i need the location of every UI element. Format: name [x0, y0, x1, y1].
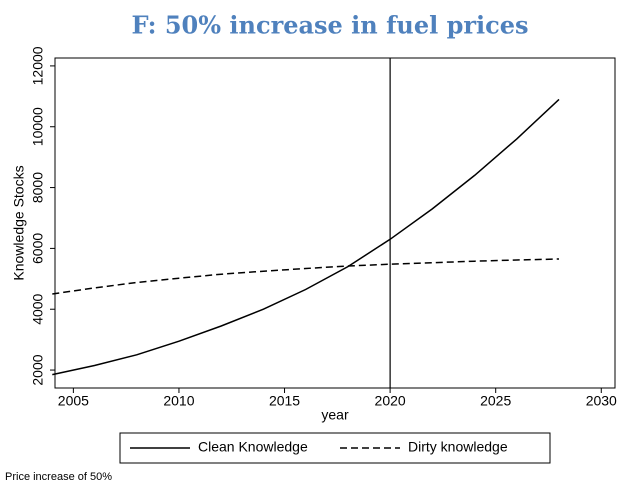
- x-tick-label: 2010: [163, 393, 194, 409]
- legend-label: Clean Knowledge: [198, 439, 308, 455]
- y-tick-label: 12000: [30, 46, 46, 85]
- y-tick-label: 8000: [30, 172, 46, 203]
- series-line: [52, 258, 560, 295]
- series-line: [52, 98, 560, 376]
- legend-box: [119, 432, 551, 464]
- chart-title: F: 50% increase in fuel prices: [131, 11, 528, 40]
- x-tick-label: 2015: [269, 393, 300, 409]
- x-axis-label: year: [321, 407, 349, 423]
- y-tick-label: 4000: [30, 293, 46, 324]
- plot-frame: [54, 57, 616, 389]
- x-tick-label: 2005: [58, 393, 89, 409]
- legend-label: Dirty knowledge: [408, 439, 508, 455]
- x-tick-label: 2025: [480, 393, 511, 409]
- y-tick-label: 6000: [30, 233, 46, 264]
- y-axis-label: Knowledge Stocks: [11, 165, 27, 280]
- y-tick-label: 10000: [30, 107, 46, 146]
- note: Price increase of 50%: [5, 471, 112, 483]
- x-tick-label: 2030: [586, 393, 617, 409]
- y-tick-label: 2000: [30, 354, 46, 385]
- x-tick-label: 2020: [375, 393, 406, 409]
